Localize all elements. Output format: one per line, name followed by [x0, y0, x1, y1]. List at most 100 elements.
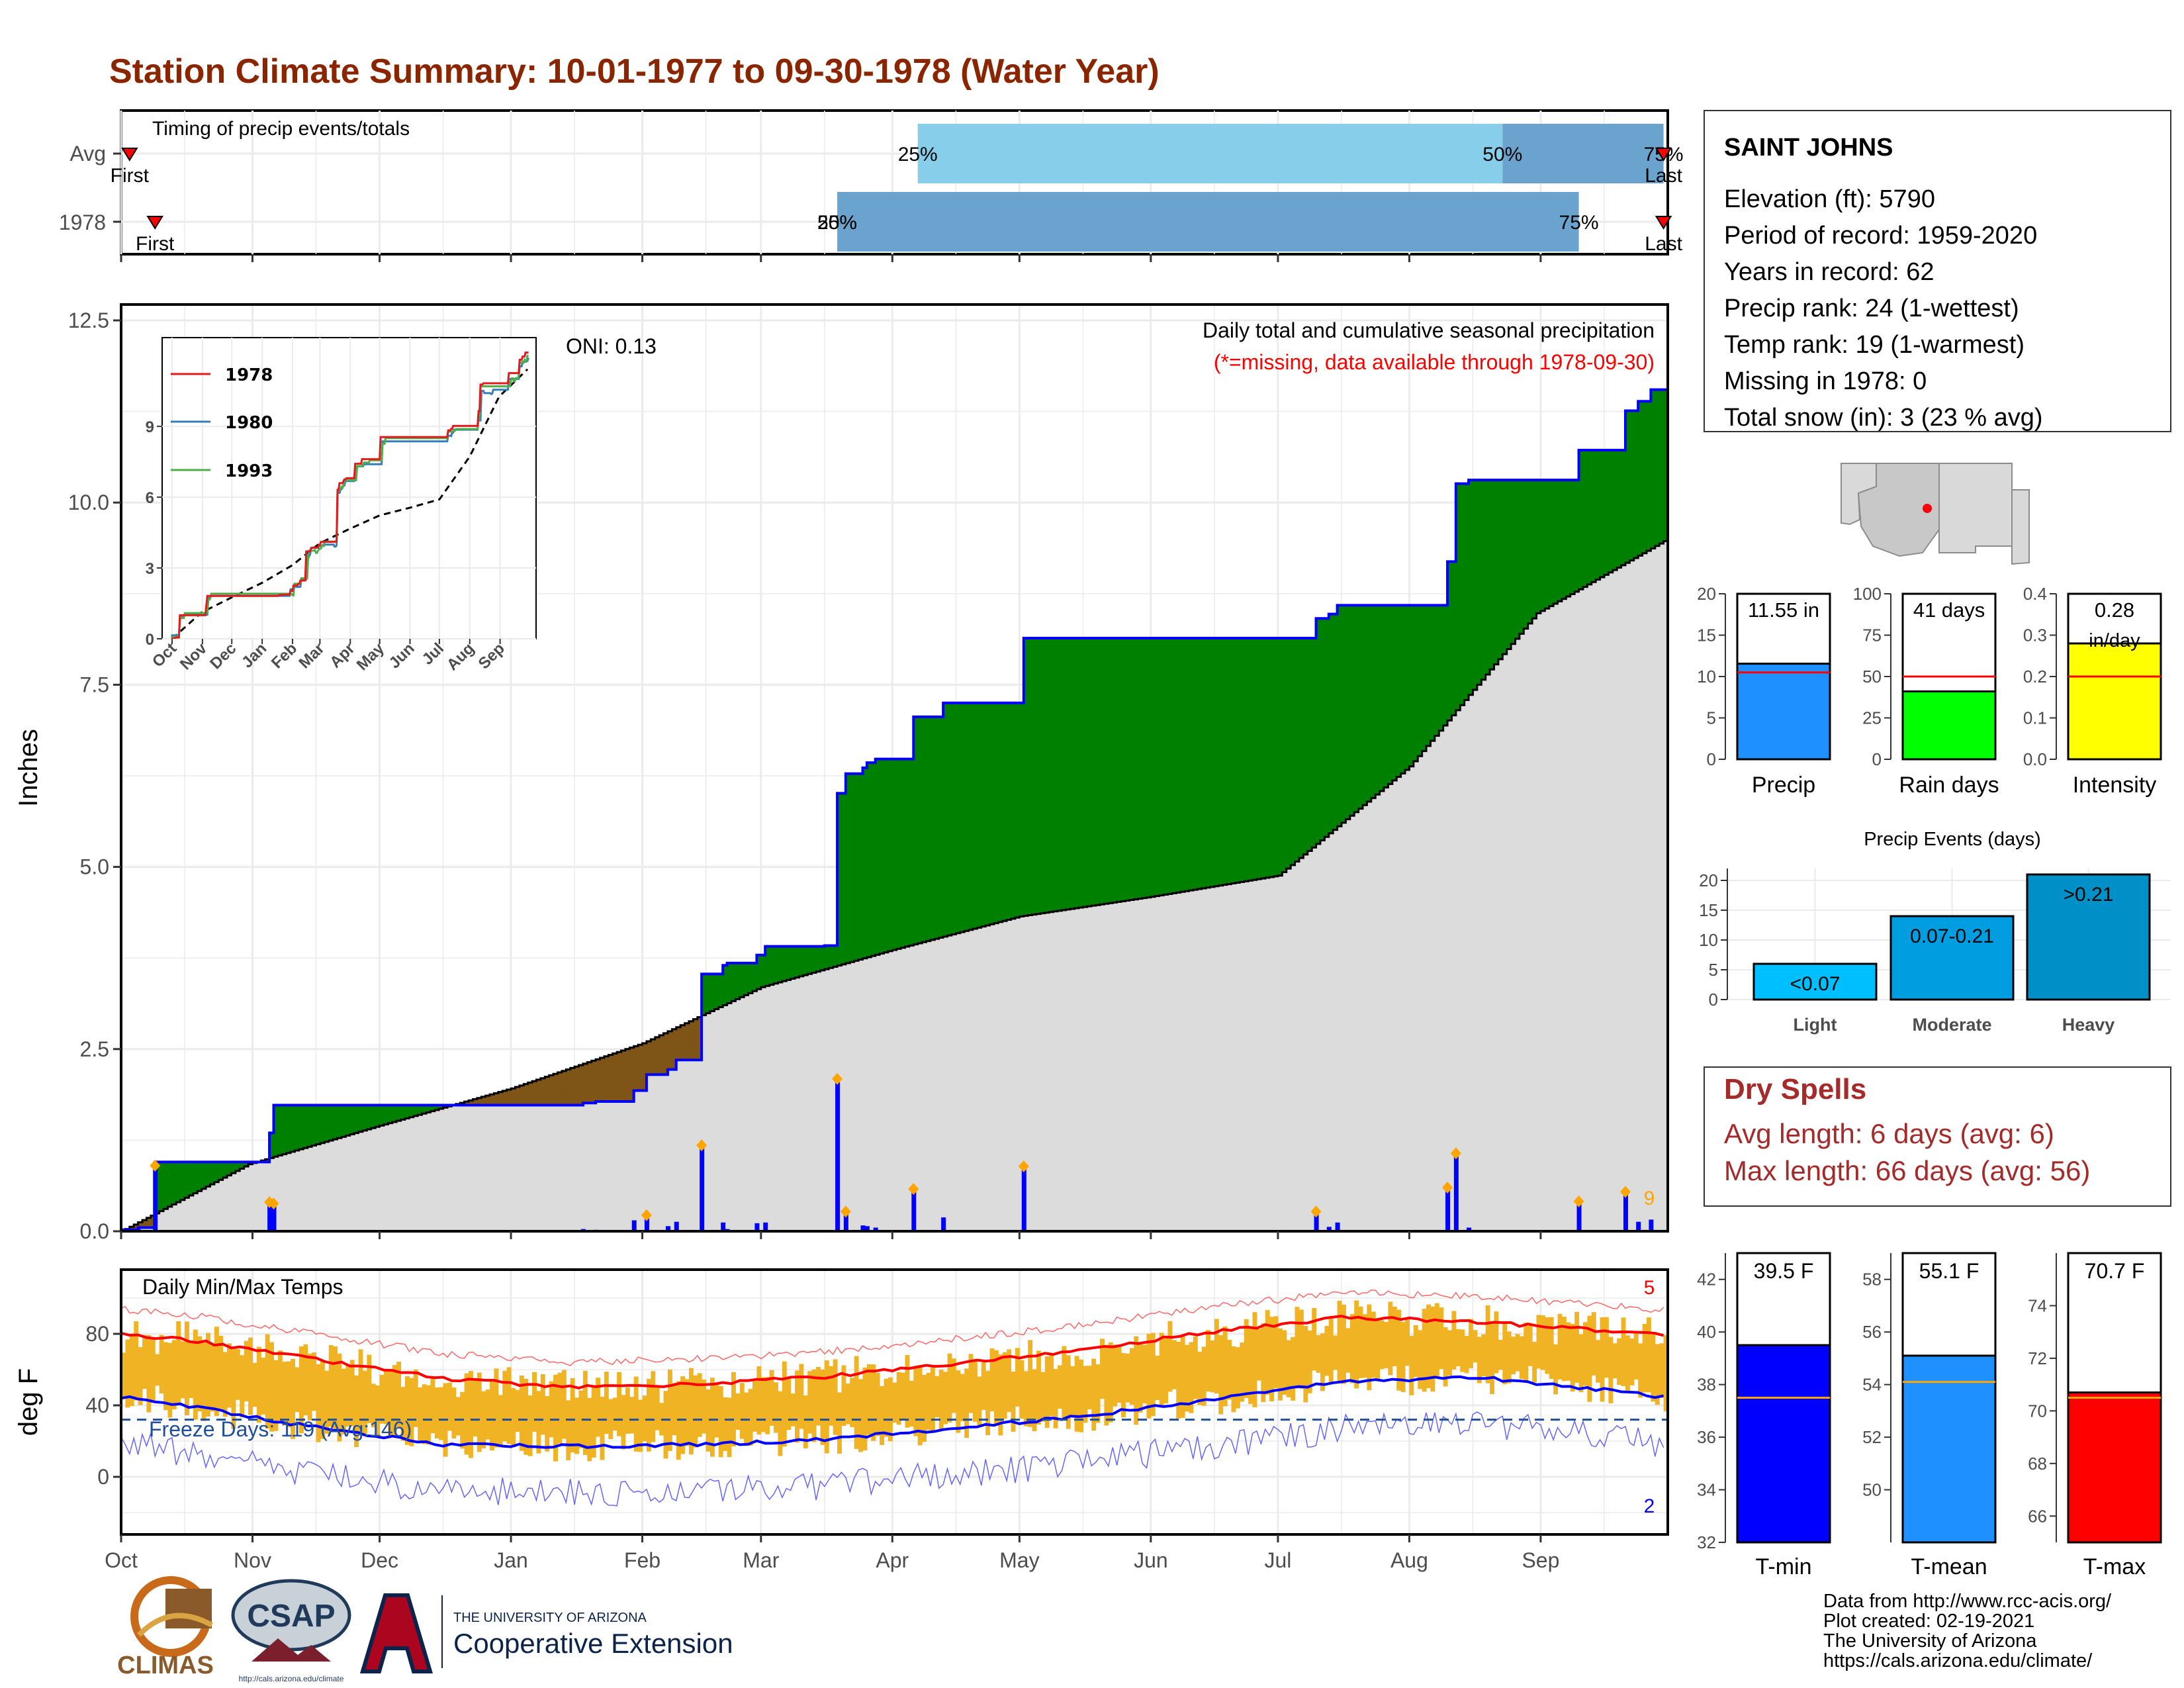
- daily-temp-bar: [511, 1387, 516, 1448]
- surplus-area: [824, 945, 829, 970]
- daily-temp-bar: [1007, 1349, 1012, 1412]
- daily-temp-bar: [1545, 1317, 1550, 1374]
- oni-label: ONI: 0.13: [566, 334, 657, 358]
- daily-temp-bar: [760, 1377, 766, 1432]
- surplus-area: [1273, 637, 1279, 876]
- daily-temp-bar: [1659, 1343, 1664, 1398]
- tick-label: 58: [1862, 1270, 1882, 1289]
- heavy-event-marker: [1018, 1160, 1029, 1173]
- surplus-area: [1079, 637, 1084, 908]
- daily-temp-bar: [227, 1343, 232, 1408]
- daily-temp-bar: [1451, 1311, 1457, 1370]
- daily-temp-bar: [1447, 1330, 1452, 1376]
- daily-temp-bar: [1261, 1323, 1266, 1403]
- surplus-area: [829, 945, 834, 968]
- daily-temp-bar: [1651, 1334, 1656, 1402]
- temp-value-label: 70.7 F: [2085, 1259, 2145, 1283]
- surplus-area: [1210, 637, 1215, 887]
- daily-temp-bar: [1566, 1322, 1571, 1381]
- surplus-area: [1570, 480, 1575, 594]
- daily-temp-bar: [1210, 1340, 1215, 1393]
- daily-temp-bar: [1138, 1342, 1143, 1413]
- inset-y-tick-label: 6: [146, 489, 154, 507]
- event-category-label: Light: [1794, 1015, 1837, 1035]
- daily-temp-bar: [167, 1342, 173, 1418]
- daily-temp-bar: [964, 1368, 970, 1438]
- heavy-event-marker: [1450, 1147, 1461, 1160]
- daily-temp-bar: [1180, 1335, 1185, 1418]
- temp-name-label: T-mean: [1911, 1554, 1987, 1579]
- daily-temp-bar: [697, 1373, 702, 1437]
- surplus-area: [1418, 605, 1423, 757]
- tick-label: 36: [1697, 1427, 1716, 1447]
- surplus-area: [1193, 637, 1198, 890]
- daily-precip-bar: [1314, 1211, 1319, 1231]
- daily-temp-bar: [1443, 1327, 1448, 1387]
- daily-temp-bar: [333, 1346, 338, 1430]
- deficit-area: [515, 1087, 520, 1105]
- surplus-area: [1659, 389, 1664, 544]
- daily-temp-bar: [1193, 1336, 1198, 1399]
- surplus-area: [189, 1162, 194, 1196]
- daily-temp-bar: [1485, 1305, 1490, 1383]
- timing-label: 50%: [1482, 144, 1522, 165]
- daily-temp-bar: [680, 1376, 686, 1454]
- deficit-area: [680, 1025, 686, 1060]
- daily-temp-bar: [651, 1371, 656, 1442]
- daily-temp-bar: [1367, 1304, 1372, 1391]
- surplus-area: [1375, 605, 1381, 795]
- deficit-area: [464, 1102, 469, 1105]
- surplus-area: [1083, 637, 1088, 908]
- surplus-area: [1460, 483, 1465, 706]
- daily-temp-bar: [981, 1362, 986, 1410]
- daily-temp-bar: [612, 1397, 617, 1431]
- surplus-area: [383, 1105, 388, 1125]
- daily-temp-bar: [185, 1321, 189, 1416]
- timing-bar-50-75: [837, 192, 1579, 252]
- daily-temp-bar: [155, 1354, 160, 1386]
- deficit-area: [536, 1080, 541, 1105]
- surplus-area: [1286, 637, 1291, 869]
- surplus-area: [404, 1105, 410, 1119]
- daily-precip-bar: [665, 1226, 670, 1231]
- daily-temp-bar: [502, 1370, 508, 1442]
- average-min-line: [121, 1375, 1664, 1449]
- daily-temp-bar: [1358, 1306, 1363, 1378]
- surplus-area: [1032, 637, 1037, 915]
- surplus-area: [1557, 480, 1563, 602]
- surplus-area: [1430, 605, 1435, 741]
- daily-temp-bar: [629, 1397, 635, 1434]
- daily-temp-bar: [1163, 1338, 1168, 1403]
- daily-temp-bar: [1464, 1336, 1469, 1374]
- surplus-area: [871, 763, 876, 957]
- surplus-area: [375, 1105, 381, 1127]
- surplus-area: [307, 1105, 312, 1147]
- deficit-area: [574, 1066, 580, 1105]
- heavy-event-marker: [696, 1139, 707, 1152]
- tick-label: 100: [1853, 584, 1882, 604]
- daily-temp-bar: [566, 1400, 571, 1460]
- daily-precip-bar: [835, 1078, 841, 1231]
- daily-temp-bar: [1155, 1355, 1160, 1400]
- daily-temp-bar: [960, 1374, 965, 1422]
- surplus-area: [854, 773, 859, 961]
- daily-temp-bar: [180, 1341, 185, 1399]
- tick-label: 40: [1697, 1322, 1716, 1342]
- surplus-area: [358, 1105, 363, 1132]
- heavy-event-marker: [840, 1205, 851, 1218]
- daily-temp-bar: [1473, 1330, 1478, 1363]
- tick-label: 74: [2028, 1295, 2047, 1315]
- timing-label: 25%: [898, 144, 938, 165]
- surplus-area: [1337, 605, 1342, 827]
- surplus-area: [1549, 480, 1554, 606]
- daily-temp-bar: [850, 1378, 855, 1427]
- daily-temp-bar: [1227, 1339, 1232, 1400]
- daily-temp-bar: [799, 1364, 804, 1429]
- surplus-area: [1434, 605, 1439, 736]
- deficit-area: [545, 1076, 550, 1105]
- daily-precip-bar: [873, 1227, 878, 1231]
- surplus-area: [1167, 637, 1173, 894]
- daily-temp-bar: [252, 1362, 257, 1407]
- surplus-area: [723, 965, 728, 1006]
